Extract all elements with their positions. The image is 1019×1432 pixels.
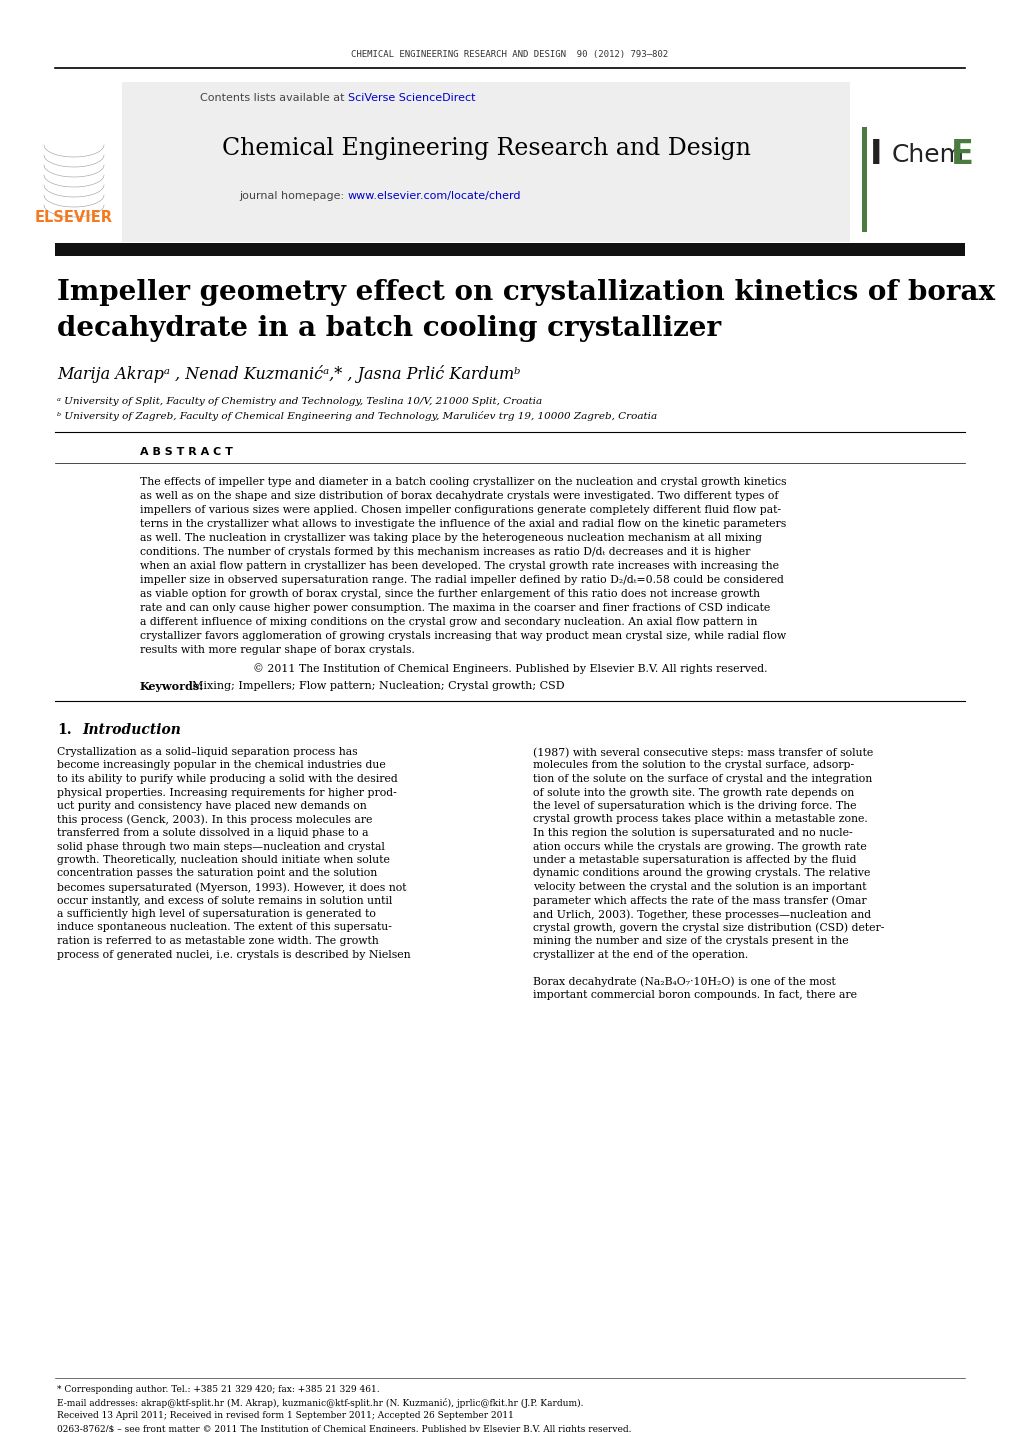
Text: velocity between the crystal and the solution is an important: velocity between the crystal and the sol…: [533, 882, 866, 892]
Text: parameter which affects the rate of the mass transfer (Omar: parameter which affects the rate of the …: [533, 895, 866, 906]
Text: a sufficiently high level of supersaturation is generated to: a sufficiently high level of supersatura…: [57, 909, 376, 919]
Text: under a metastable supersaturation is affected by the fluid: under a metastable supersaturation is af…: [533, 855, 856, 865]
Text: Received 13 April 2011; Received in revised form 1 September 2011; Accepted 26 S: Received 13 April 2011; Received in revi…: [57, 1412, 514, 1421]
Text: impellers of various sizes were applied. Chosen impeller configurations generate: impellers of various sizes were applied.…: [140, 505, 781, 516]
Text: as viable option for growth of borax crystal, since the further enlargement of t: as viable option for growth of borax cry…: [140, 589, 759, 599]
Text: important commercial boron compounds. In fact, there are: important commercial boron compounds. In…: [533, 990, 856, 1000]
Text: 1.: 1.: [57, 723, 71, 737]
Text: Chemical Engineering Research and Design: Chemical Engineering Research and Design: [221, 136, 750, 159]
Text: becomes supersaturated (Myerson, 1993). However, it does not: becomes supersaturated (Myerson, 1993). …: [57, 882, 407, 892]
Text: impeller size in observed supersaturation range. The radial impeller defined by : impeller size in observed supersaturatio…: [140, 576, 784, 586]
Text: as well. The nucleation in crystallizer was taking place by the heterogeneous nu: as well. The nucleation in crystallizer …: [140, 533, 761, 543]
Text: E-mail addresses: akrap@ktf-split.hr (M. Akrap), kuzmanic@ktf-split.hr (N. Kuzma: E-mail addresses: akrap@ktf-split.hr (M.…: [57, 1398, 583, 1408]
Text: of solute into the growth site. The growth rate depends on: of solute into the growth site. The grow…: [533, 788, 854, 798]
Text: decahydrate in a batch cooling crystallizer: decahydrate in a batch cooling crystalli…: [57, 315, 720, 341]
Text: concentration passes the saturation point and the solution: concentration passes the saturation poin…: [57, 868, 377, 878]
Text: SciVerse ScienceDirect: SciVerse ScienceDirect: [347, 93, 475, 103]
Text: growth. Theoretically, nucleation should initiate when solute: growth. Theoretically, nucleation should…: [57, 855, 389, 865]
Text: ration is referred to as metastable zone width. The growth: ration is referred to as metastable zone…: [57, 937, 378, 947]
Text: Borax decahydrate (Na₂B₄O₇·10H₂O) is one of the most: Borax decahydrate (Na₂B₄O₇·10H₂O) is one…: [533, 977, 835, 987]
Text: Introduction: Introduction: [82, 723, 180, 737]
Text: mining the number and size of the crystals present in the: mining the number and size of the crysta…: [533, 937, 848, 947]
Text: crystal growth, govern the crystal size distribution (CSD) deter-: crystal growth, govern the crystal size …: [533, 922, 883, 934]
Text: Impeller geometry effect on crystallization kinetics of borax: Impeller geometry effect on crystallizat…: [57, 278, 995, 305]
Text: ᵇ University of Zagreb, Faculty of Chemical Engineering and Technology, Maruliće: ᵇ University of Zagreb, Faculty of Chemi…: [57, 411, 656, 421]
Text: become increasingly popular in the chemical industries due: become increasingly popular in the chemi…: [57, 760, 385, 770]
Text: The effects of impeller type and diameter in a batch cooling crystallizer on the: The effects of impeller type and diamete…: [140, 477, 786, 487]
Text: (1987) with several consecutive steps: mass transfer of solute: (1987) with several consecutive steps: m…: [533, 748, 872, 758]
Text: CHEMICAL ENGINEERING RESEARCH AND DESIGN  90 (2012) 793–802: CHEMICAL ENGINEERING RESEARCH AND DESIGN…: [352, 50, 667, 60]
Text: conditions. The number of crystals formed by this mechanism increases as ratio D: conditions. The number of crystals forme…: [140, 547, 750, 557]
Text: when an axial flow pattern in crystallizer has been developed. The crystal growt: when an axial flow pattern in crystalliz…: [140, 561, 779, 571]
Text: Contents lists available at: Contents lists available at: [200, 93, 347, 103]
Text: rate and can only cause higher power consumption. The maxima in the coarser and : rate and can only cause higher power con…: [140, 603, 769, 613]
Text: ᵃ University of Split, Faculty of Chemistry and Technology, Teslina 10/V, 21000 : ᵃ University of Split, Faculty of Chemis…: [57, 398, 541, 407]
Text: this process (Genck, 2003). In this process molecules are: this process (Genck, 2003). In this proc…: [57, 815, 372, 825]
Text: ELSEVIER: ELSEVIER: [35, 211, 113, 225]
Text: physical properties. Increasing requirements for higher prod-: physical properties. Increasing requirem…: [57, 788, 396, 798]
Text: occur instantly, and excess of solute remains in solution until: occur instantly, and excess of solute re…: [57, 895, 392, 905]
Text: results with more regular shape of borax crystals.: results with more regular shape of borax…: [140, 644, 415, 654]
Text: In this region the solution is supersaturated and no nucle-: In this region the solution is supersatu…: [533, 828, 852, 838]
Text: Keywords:: Keywords:: [140, 680, 204, 692]
Text: to its ability to purify while producing a solid with the desired: to its ability to purify while producing…: [57, 775, 397, 783]
Text: www.elsevier.com/locate/cherd: www.elsevier.com/locate/cherd: [347, 190, 521, 200]
Text: Chem: Chem: [892, 143, 964, 168]
Text: Marija Akrapᵃ , Nenad Kuzmanićᵃ,* , Jasna Prlić Kardumᵇ: Marija Akrapᵃ , Nenad Kuzmanićᵃ,* , Jasn…: [57, 365, 520, 382]
Text: as well as on the shape and size distribution of borax decahydrate crystals were: as well as on the shape and size distrib…: [140, 491, 777, 501]
Text: and Urlich, 2003). Together, these processes—nucleation and: and Urlich, 2003). Together, these proce…: [533, 909, 870, 919]
Text: solid phase through two main steps—nucleation and crystal: solid phase through two main steps—nucle…: [57, 842, 384, 852]
Text: * Corresponding author. Tel.: +385 21 329 420; fax: +385 21 329 461.: * Corresponding author. Tel.: +385 21 32…: [57, 1386, 379, 1395]
Text: molecules from the solution to the crystal surface, adsorp-: molecules from the solution to the cryst…: [533, 760, 853, 770]
Text: 0263-8762/$ – see front matter © 2011 The Institution of Chemical Engineers. Pub: 0263-8762/$ – see front matter © 2011 Th…: [57, 1425, 631, 1432]
Text: dynamic conditions around the growing crystals. The relative: dynamic conditions around the growing cr…: [533, 868, 869, 878]
Text: process of generated nuclei, i.e. crystals is described by Nielsen: process of generated nuclei, i.e. crysta…: [57, 949, 411, 959]
Text: crystallizer favors agglomeration of growing crystals increasing that way produc: crystallizer favors agglomeration of gro…: [140, 632, 786, 642]
Text: I: I: [869, 139, 881, 172]
Text: crystallizer at the end of the operation.: crystallizer at the end of the operation…: [533, 949, 748, 959]
Text: tion of the solute on the surface of crystal and the integration: tion of the solute on the surface of cry…: [533, 775, 871, 783]
Text: uct purity and consistency have placed new demands on: uct purity and consistency have placed n…: [57, 800, 367, 811]
Text: journal homepage:: journal homepage:: [239, 190, 347, 200]
Text: E: E: [950, 139, 973, 172]
Text: a different influence of mixing conditions on the crystal grow and secondary nuc: a different influence of mixing conditio…: [140, 617, 757, 627]
Text: terns in the crystallizer what allows to investigate the influence of the axial : terns in the crystallizer what allows to…: [140, 518, 786, 528]
Bar: [55, 243, 964, 256]
Text: ation occurs while the crystals are growing. The growth rate: ation occurs while the crystals are grow…: [533, 842, 866, 852]
Text: © 2011 The Institution of Chemical Engineers. Published by Elsevier B.V. All rig: © 2011 The Institution of Chemical Engin…: [253, 663, 766, 674]
Text: transferred from a solute dissolved in a liquid phase to a: transferred from a solute dissolved in a…: [57, 828, 368, 838]
Text: the level of supersaturation which is the driving force. The: the level of supersaturation which is th…: [533, 800, 856, 811]
Text: A B S T R A C T: A B S T R A C T: [140, 447, 232, 457]
Bar: [861, 127, 866, 232]
Text: induce spontaneous nucleation. The extent of this supersatu-: induce spontaneous nucleation. The exten…: [57, 922, 391, 932]
Bar: [122, 82, 849, 242]
Text: Crystallization as a solid–liquid separation process has: Crystallization as a solid–liquid separa…: [57, 748, 358, 758]
Bar: [30, 127, 118, 222]
Text: Mixing; Impellers; Flow pattern; Nucleation; Crystal growth; CSD: Mixing; Impellers; Flow pattern; Nucleat…: [184, 682, 565, 692]
Text: crystal growth process takes place within a metastable zone.: crystal growth process takes place withi…: [533, 815, 867, 825]
